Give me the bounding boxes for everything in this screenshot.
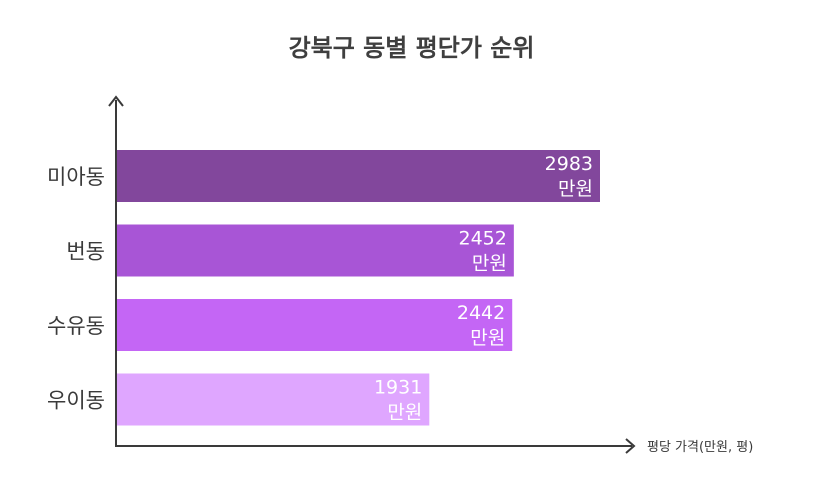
chart-title: 강북구 동별 평단가 순위 — [288, 34, 535, 62]
category-label: 수유동 — [47, 314, 105, 338]
bar-0 — [116, 150, 600, 202]
axes-group: 평당 가격(만원, 평) — [108, 95, 753, 455]
value-label-unit: 만원 — [558, 178, 593, 200]
category-label: 미아동 — [47, 165, 105, 189]
category-label: 번동 — [66, 240, 105, 264]
value-label-number: 2452 — [458, 228, 506, 250]
category-label: 우이동 — [47, 389, 105, 413]
bar-1 — [116, 224, 514, 277]
value-label-unit: 만원 — [387, 402, 422, 424]
value-label-number: 2442 — [457, 302, 505, 324]
x-axis-arrow-icon — [625, 438, 636, 454]
value-label-unit: 만원 — [470, 327, 505, 349]
bar-3 — [116, 373, 430, 426]
value-label-number: 2983 — [545, 153, 593, 175]
value-label-number: 1931 — [374, 377, 422, 399]
bar-2 — [116, 299, 513, 351]
value-label-unit: 만원 — [472, 253, 507, 275]
y-axis-arrow-icon — [108, 95, 124, 107]
x-axis-label: 평당 가격(만원, 평) — [647, 440, 753, 455]
